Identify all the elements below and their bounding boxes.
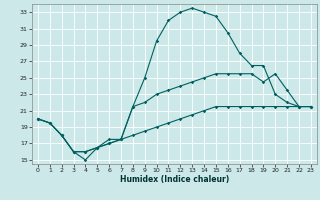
X-axis label: Humidex (Indice chaleur): Humidex (Indice chaleur) [120, 175, 229, 184]
